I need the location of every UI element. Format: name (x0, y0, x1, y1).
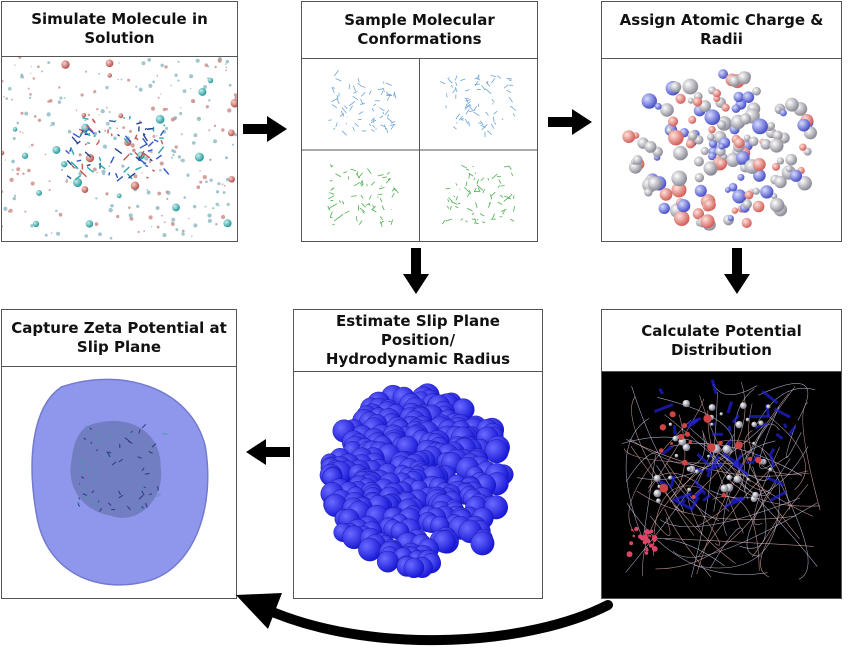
conformation-grid-image (302, 59, 537, 241)
solvated-molecule-image (2, 57, 237, 241)
charged-atoms-image (602, 59, 841, 241)
field-lines-image (602, 372, 841, 598)
step-capture-panel: Capture Zeta Potential at Slip Plane (1, 309, 237, 599)
blue-spheres-image (294, 372, 542, 598)
step-calculate-title-text: Calculate Potential Distribution (641, 321, 802, 359)
step-simulate-panel: Simulate Molecule in Solution (1, 1, 238, 242)
step-capture-title: Capture Zeta Potential at Slip Plane (2, 310, 236, 367)
step-estimate-title: Estimate Slip Plane Position/ Hydrodynam… (294, 310, 542, 372)
arrow-right-icon (241, 114, 289, 144)
step-assign-title: Assign Atomic Charge & Radii (602, 2, 841, 59)
step-estimate-title-text: Estimate Slip Plane Position/ Hydrodynam… (325, 312, 511, 368)
curved-arrow-icon (230, 585, 616, 651)
arrow-left-icon (244, 437, 292, 467)
step-assign-panel: Assign Atomic Charge & Radii (601, 1, 842, 242)
step-sample-title-text: Sample Molecular Conformations (344, 11, 495, 48)
step-estimate-panel: Estimate Slip Plane Position/ Hydrodynam… (293, 309, 543, 599)
step-calculate-panel: Calculate Potential Distribution (601, 309, 842, 599)
step-sample-panel: Sample Molecular Conformations (301, 1, 538, 242)
step-calculate-title: Calculate Potential Distribution (602, 310, 841, 372)
translucent-surface-image (2, 367, 236, 598)
arrow-down-icon (722, 246, 752, 296)
step-capture-title-text: Capture Zeta Potential at Slip Plane (11, 319, 227, 356)
step-sample-title: Sample Molecular Conformations (302, 2, 537, 59)
arrow-down-icon (401, 246, 431, 296)
step-simulate-title: Simulate Molecule in Solution (2, 2, 237, 57)
arrow-right-icon (546, 107, 594, 137)
step-simulate-title-text: Simulate Molecule in Solution (31, 10, 208, 47)
step-assign-title-text: Assign Atomic Charge & Radii (619, 11, 824, 48)
